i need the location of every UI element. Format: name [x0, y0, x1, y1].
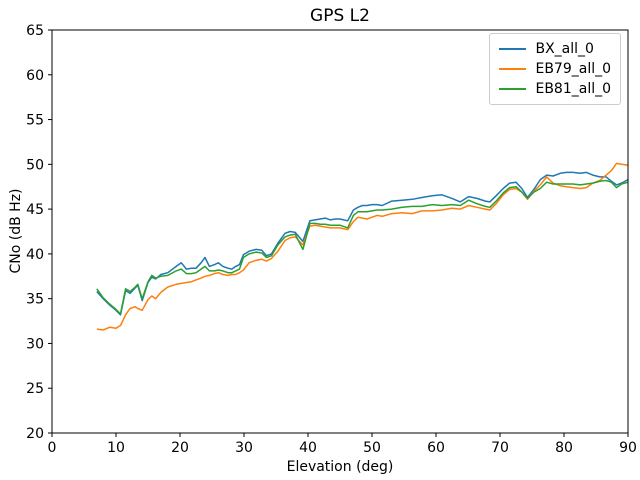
legend-swatch-EB79_all_0: [499, 68, 527, 70]
y-tick-label: 65: [26, 23, 44, 39]
legend-label: BX_all_0: [535, 41, 594, 57]
y-axis-label: CNo (dB Hz): [8, 188, 24, 273]
x-tick-label: 70: [491, 440, 509, 456]
y-tick-label: 50: [26, 157, 44, 173]
legend-item-EB81_all_0: EB81_all_0: [499, 79, 611, 99]
x-tick-label: 50: [363, 440, 381, 456]
y-tick-label: 60: [26, 68, 44, 84]
series-line-EB81_all_0: [96, 179, 629, 315]
legend: BX_all_0 EB79_all_0 EB81_all_0: [489, 33, 621, 105]
legend-swatch-EB81_all_0: [499, 88, 527, 90]
chart-title: GPS L2: [310, 6, 370, 26]
legend-item-BX_all_0: BX_all_0: [499, 39, 611, 59]
legend-swatch-BX_all_0: [499, 48, 527, 50]
axis-ticks: 0 10 20 30 40 50 60 70 80 90 20 25 30 35 40 45 50 55 60 65: [26, 23, 637, 456]
x-axis-label: Elevation (deg): [287, 459, 394, 475]
x-tick-label: 40: [299, 440, 317, 456]
x-tick-label: 90: [619, 440, 637, 456]
y-tick-label: 40: [26, 247, 44, 263]
y-tick-label: 20: [26, 426, 44, 442]
y-tick-label: 55: [26, 113, 44, 129]
series-line-EB79_all_0: [96, 162, 629, 331]
x-tick-label: 20: [171, 440, 189, 456]
x-tick-label: 0: [48, 440, 57, 456]
y-tick-label: 35: [26, 292, 44, 308]
legend-label: EB81_all_0: [535, 81, 611, 97]
x-tick-label: 80: [555, 440, 573, 456]
x-tick-label: 10: [107, 440, 125, 456]
series-line-BX_all_0: [96, 171, 629, 316]
series-lines: [96, 162, 629, 331]
plot-frame: [51, 29, 629, 434]
y-tick-label: 25: [26, 381, 44, 397]
y-tick-label: 30: [26, 336, 44, 352]
x-tick-label: 30: [235, 440, 253, 456]
legend-label: EB79_all_0: [535, 61, 611, 77]
legend-item-EB79_all_0: EB79_all_0: [499, 59, 611, 79]
y-tick-label: 45: [26, 202, 44, 218]
x-tick-label: 60: [427, 440, 445, 456]
